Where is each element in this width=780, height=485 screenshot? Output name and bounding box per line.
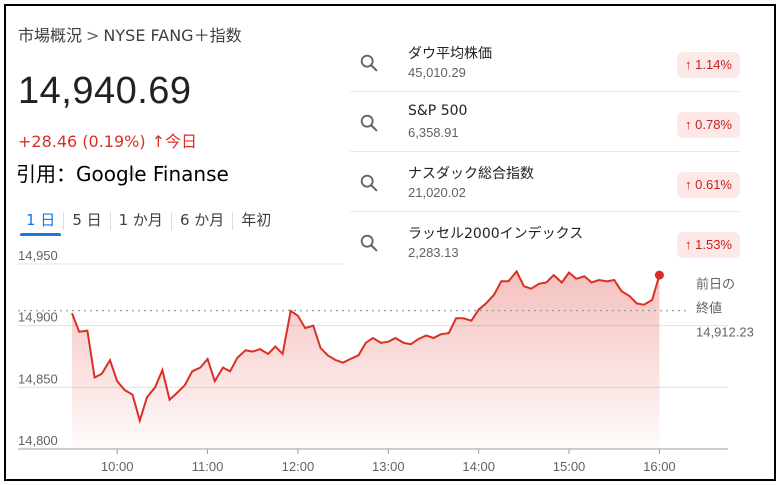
tab-1-day[interactable]: 1 日 — [18, 208, 63, 236]
price-change: +28.46 (0.19%) ↑今日 — [18, 128, 197, 152]
breadcrumb-separator: > — [86, 26, 100, 45]
breadcrumb-current: NYSE FANG＋指数 — [103, 26, 242, 45]
related-item-value: 6,358.91 — [408, 125, 459, 140]
up-arrow-icon: ↑ — [151, 132, 166, 151]
tab-divider — [232, 212, 234, 230]
x-tick-label: 15:00 — [553, 459, 586, 474]
related-item-name: ダウ平均株価 — [408, 46, 492, 62]
y-tick-label: 14,900 — [18, 310, 58, 325]
related-item-name: ラッセル2000インデックス — [408, 226, 584, 242]
y-tick-label: 14,800 — [18, 433, 58, 448]
change-value: +28.46 (0.19%) — [18, 132, 146, 151]
x-tick-label: 10:00 — [101, 459, 134, 474]
tab-ytd[interactable]: 年初 — [241, 211, 272, 229]
related-item-sp500[interactable]: S&P 500 6,358.91 ↑ 0.78% — [342, 92, 740, 152]
previous-close-label-2: 終値 — [696, 301, 722, 317]
tab-divider — [109, 212, 111, 230]
price-area-fill — [72, 271, 660, 449]
current-price: 14,940.69 — [18, 70, 192, 112]
y-axis-labels: 14,950 14,900 14,850 14,800 — [18, 248, 58, 448]
related-item-value: 21,020.02 — [408, 185, 466, 200]
x-tick-label: 12:00 — [282, 459, 315, 474]
search-icon — [360, 174, 378, 192]
breadcrumb: 市場概況 > NYSE FANG＋指数 — [18, 22, 242, 46]
related-item-value: 45,010.29 — [408, 65, 466, 80]
x-axis-labels: 10:00 11:00 12:00 13:00 14:00 15:00 16:00 — [101, 449, 676, 474]
related-item-name: S&P 500 — [408, 103, 468, 119]
previous-close-value: 14,912.23 — [696, 325, 754, 340]
related-item-dow[interactable]: ダウ平均株価 45,010.29 ↑ 1.14% — [342, 32, 740, 92]
related-item-value: 2,283.13 — [408, 245, 459, 260]
finance-widget: 市場概況 > NYSE FANG＋指数 14,940.69 +28.46 (0.19… — [4, 4, 776, 481]
change-badge: ↑ 1.53% — [677, 232, 740, 258]
breadcrumb-market-overview[interactable]: 市場概況 — [18, 26, 83, 45]
price-chart: 14,950 14,900 14,850 14,800 10:00 11:00 12:00… — [18, 248, 754, 474]
related-item-russell2000[interactable]: ラッセル2000インデックス 2,283.13 ↑ 1.53% — [342, 212, 740, 272]
tab-6-months[interactable]: 6 か月 — [179, 211, 225, 229]
related-item-nasdaq[interactable]: ナスダック総合指数 21,020.02 ↑ 0.61% — [342, 152, 740, 212]
y-tick-label: 14,850 — [18, 371, 58, 386]
change-badge: ↑ 1.14% — [677, 52, 740, 78]
latest-price-point[interactable] — [654, 270, 664, 280]
tab-divider — [63, 212, 65, 230]
tab-5-days[interactable]: 5 日 — [72, 211, 102, 229]
change-badge: ↑ 0.78% — [677, 112, 740, 138]
tab-1-month[interactable]: 1 か月 — [118, 211, 163, 229]
change-period: 今日 — [165, 132, 198, 151]
x-tick-label: 16:00 — [643, 459, 676, 474]
tab-divider — [170, 212, 172, 230]
price-line[interactable] — [71, 269, 661, 425]
y-tick-label: 14,950 — [18, 248, 58, 263]
search-icon — [360, 234, 378, 252]
related-indices-panel: ダウ平均株価 45,010.29 ↑ 1.14% S&P 500 6,358.9… — [342, 32, 758, 268]
range-tabs: 1 日 5 日 1 か月 6 か月 年初 — [18, 208, 279, 238]
x-tick-label: 13:00 — [372, 459, 405, 474]
previous-close-label: 前日の — [696, 277, 735, 293]
related-item-name: ナスダック総合指数 — [408, 166, 534, 182]
search-icon — [360, 114, 378, 132]
search-icon — [360, 54, 378, 72]
obscured-timestamp: 4 — [128, 166, 136, 180]
x-tick-label: 14:00 — [462, 459, 495, 474]
x-tick-label: 11:00 — [192, 459, 224, 474]
change-badge: ↑ 0.61% — [677, 172, 740, 198]
citation-watermark: 引用：Google Finanse — [16, 162, 229, 186]
